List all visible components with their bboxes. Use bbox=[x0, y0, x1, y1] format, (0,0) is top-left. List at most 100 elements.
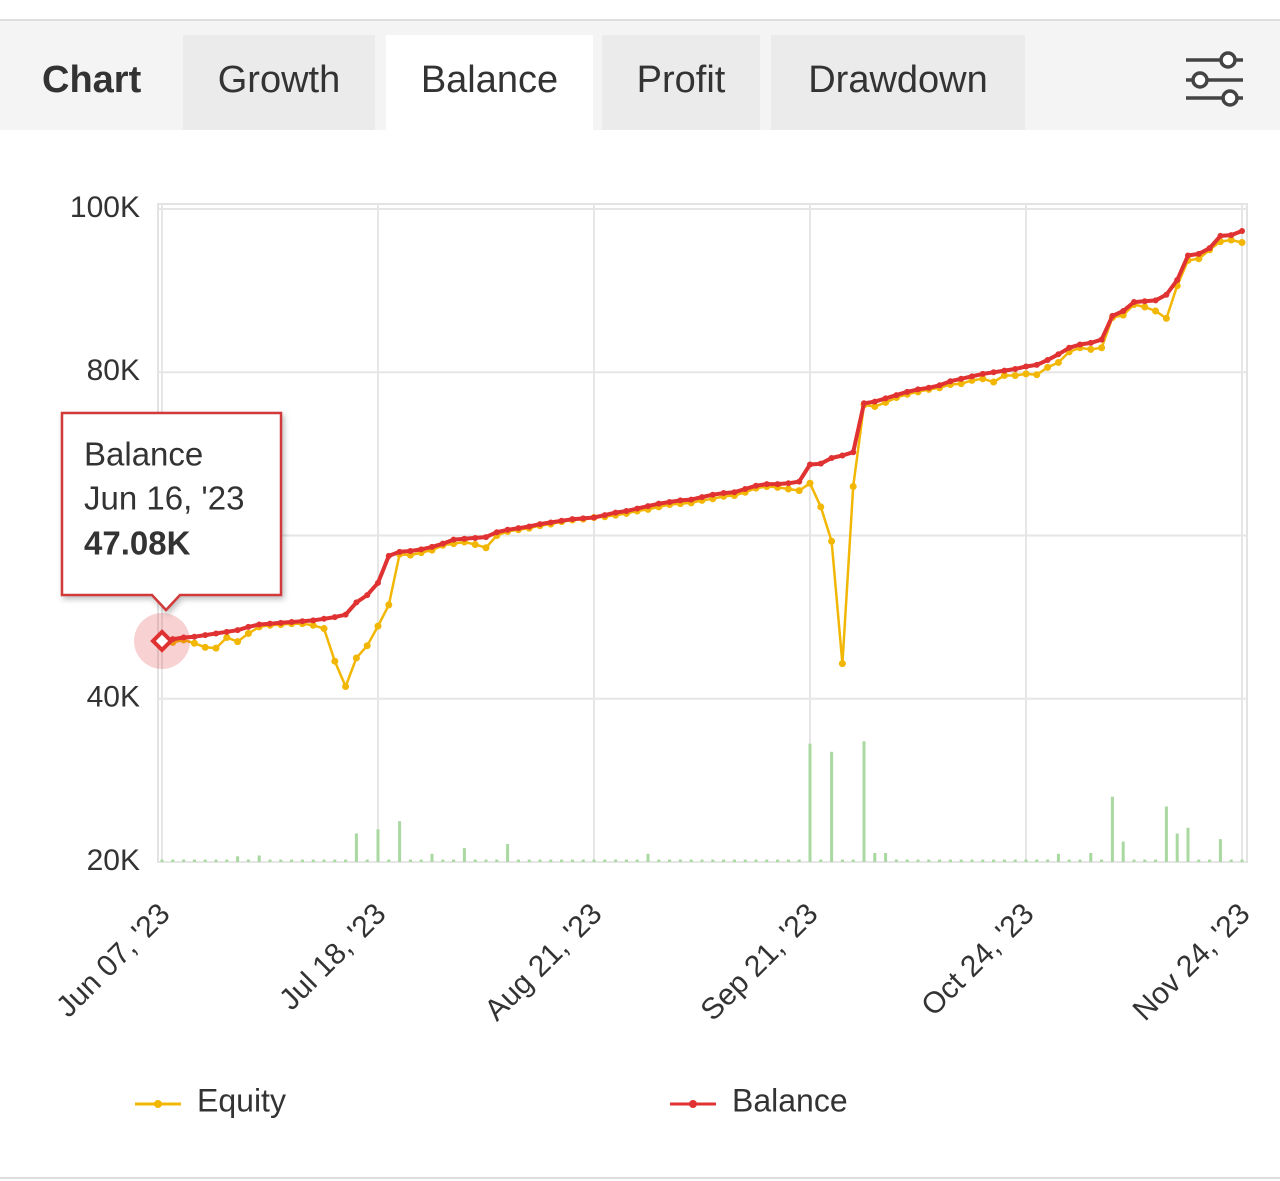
tooltip-value: 47.08K bbox=[84, 525, 191, 562]
volume-bar bbox=[808, 743, 812, 862]
series-point bbox=[1001, 367, 1008, 374]
series-point bbox=[1152, 307, 1160, 315]
filter-icon[interactable] bbox=[1186, 51, 1243, 107]
volume-bar bbox=[1154, 859, 1158, 862]
volume-bar bbox=[1100, 859, 1104, 862]
tab[interactable] bbox=[771, 35, 1025, 130]
volume-bar bbox=[473, 859, 477, 862]
series-point bbox=[1228, 232, 1235, 239]
series-point bbox=[331, 614, 338, 621]
volume-bar bbox=[592, 859, 596, 862]
series-point bbox=[407, 548, 414, 555]
volume-bar bbox=[970, 859, 974, 862]
series-point bbox=[547, 519, 554, 526]
series-point bbox=[979, 375, 987, 383]
volume-bar bbox=[549, 859, 553, 862]
volume-bar bbox=[1078, 859, 1082, 862]
volume-bar bbox=[1110, 796, 1114, 862]
series-point bbox=[990, 369, 997, 376]
tab-heading: Chart bbox=[42, 59, 142, 101]
series-point bbox=[634, 505, 641, 512]
volume-bar bbox=[884, 853, 888, 862]
volume-bar bbox=[225, 859, 229, 862]
series-point bbox=[753, 482, 759, 489]
tab[interactable] bbox=[386, 35, 593, 130]
series-point bbox=[191, 633, 198, 640]
volume-bar bbox=[927, 859, 931, 862]
series-point bbox=[677, 497, 684, 504]
series-point bbox=[904, 388, 911, 395]
series-point bbox=[1087, 339, 1094, 346]
series-point bbox=[364, 592, 371, 599]
series-point bbox=[979, 370, 986, 377]
legend-label[interactable]: Balance bbox=[732, 1082, 848, 1118]
series-point bbox=[1098, 344, 1106, 352]
x-tick-label: Aug 21, '23 bbox=[479, 897, 609, 1027]
series-point bbox=[850, 449, 857, 456]
series-point bbox=[309, 621, 317, 629]
tab-label[interactable]: Drawdown bbox=[808, 59, 988, 101]
series-point bbox=[1033, 361, 1040, 368]
volume-bar bbox=[462, 848, 466, 862]
series-point bbox=[774, 481, 781, 488]
volume-bar bbox=[765, 859, 769, 862]
volume-bar bbox=[1035, 859, 1039, 862]
x-tick-label: Oct 24, '23 bbox=[915, 897, 1040, 1022]
tab-label[interactable]: Profit bbox=[637, 59, 726, 101]
volume-bar bbox=[700, 859, 704, 862]
series-point bbox=[828, 537, 836, 545]
volume-bar bbox=[527, 859, 531, 862]
tab-label[interactable]: Growth bbox=[218, 59, 340, 101]
volume-bar bbox=[354, 833, 358, 862]
series-point bbox=[699, 494, 705, 501]
volume-bar bbox=[862, 741, 866, 862]
volume-bar bbox=[430, 853, 434, 862]
series-point bbox=[1163, 291, 1170, 298]
volume-bar bbox=[506, 844, 510, 862]
series-point bbox=[957, 380, 965, 388]
volume-bar bbox=[408, 859, 412, 862]
tab[interactable] bbox=[602, 35, 760, 130]
volume-bar bbox=[322, 859, 326, 862]
volume-bar bbox=[452, 859, 456, 862]
series-point bbox=[472, 534, 479, 541]
series-point bbox=[288, 619, 295, 626]
volume-bar bbox=[268, 859, 272, 862]
series-point bbox=[915, 386, 921, 393]
tab[interactable] bbox=[183, 35, 375, 130]
volume-bar bbox=[192, 859, 196, 862]
series-point bbox=[645, 503, 651, 510]
volume-bar bbox=[635, 859, 639, 862]
series-point bbox=[471, 540, 479, 548]
series-point bbox=[504, 526, 511, 533]
series-point bbox=[1055, 351, 1062, 358]
tooltip-title: Balance bbox=[84, 436, 203, 473]
series-point bbox=[352, 654, 360, 662]
volume-bar bbox=[441, 859, 445, 862]
series-point bbox=[321, 615, 327, 622]
volume-bar bbox=[236, 856, 240, 862]
series-point bbox=[385, 601, 393, 609]
series-point bbox=[537, 521, 543, 528]
volume-bar bbox=[484, 859, 488, 862]
tab-label[interactable]: Balance bbox=[421, 59, 558, 101]
x-tick-label: Jun 07, '23 bbox=[50, 897, 176, 1023]
series-point bbox=[655, 500, 662, 507]
volume-bar bbox=[603, 859, 607, 862]
series-point bbox=[591, 514, 597, 521]
volume-bar bbox=[581, 859, 585, 862]
y-tick-label: 80K bbox=[87, 354, 140, 387]
series-point bbox=[374, 622, 382, 630]
series-point bbox=[418, 546, 425, 553]
volume-bar bbox=[938, 859, 942, 862]
volume-bar bbox=[873, 853, 877, 862]
series-point bbox=[871, 403, 879, 411]
legend-label[interactable]: Equity bbox=[197, 1082, 286, 1118]
volume-bar bbox=[365, 859, 369, 862]
series-point bbox=[807, 461, 813, 468]
volume-bar bbox=[657, 859, 661, 862]
series-point bbox=[1109, 312, 1116, 319]
series-point bbox=[1011, 372, 1019, 380]
volume-bar bbox=[246, 859, 250, 862]
